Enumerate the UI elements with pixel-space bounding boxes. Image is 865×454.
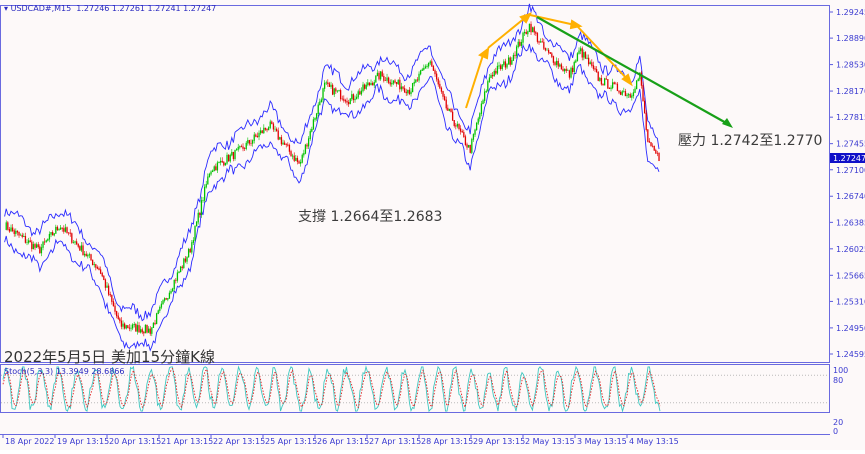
stoch-level-100: 100: [833, 366, 848, 375]
orange-trend-arrow-2[interactable]: [487, 16, 527, 49]
time-tick-label: 29 Apr 13:15: [473, 437, 525, 446]
price-tick-label: 1.26740: [836, 192, 865, 201]
price-tick-label: 1.27815: [836, 113, 865, 122]
price-tick-label: 1.27455: [836, 140, 865, 149]
stoch-level-20: 20: [833, 418, 843, 427]
price-tick-label: 1.25310: [836, 297, 865, 306]
time-tick-label: 22 Apr 13:15: [213, 437, 265, 446]
chart-caption[interactable]: 2022年5月5日 美加15分鐘K線: [4, 348, 215, 366]
resistance-annotation[interactable]: 壓力 1.2742至1.2770: [678, 133, 823, 149]
price-tick-label: 1.29245: [836, 8, 865, 17]
price-tick-label: 1.24595: [836, 350, 865, 359]
time-tick-label: 28 Apr 13:15: [421, 437, 473, 446]
lower-band-line: [4, 43, 660, 352]
time-tick-label: 26 Apr 13:15: [317, 437, 369, 446]
arrowhead-icon: [519, 12, 532, 24]
symbol-label: USDCAD#,M15: [10, 4, 72, 13]
time-tick-label: 18 Apr 2022: [5, 437, 54, 446]
price-tick-label: 1.27100: [836, 166, 865, 175]
green-resistance-trendline[interactable]: [536, 16, 729, 125]
price-tick-label: 1.28890: [836, 34, 865, 43]
time-tick-label: 3 May 13:15: [577, 437, 627, 446]
time-tick-label: 25 Apr 13:15: [265, 437, 317, 446]
support-annotation[interactable]: 支撐 1.2664至1.2683: [298, 209, 443, 225]
price-axis: 1.29245 1.28890 1.28530 1.28170 1.27815 1.274…: [830, 8, 865, 359]
symbol-header: ▾ USDCAD#,M15 1.27246 1.27261 1.27241 1.…: [4, 4, 216, 13]
time-tick-label: 21 Apr 13:15: [161, 437, 213, 446]
arrowhead-icon: [722, 118, 733, 128]
time-tick-label: 19 Apr 13:15: [57, 437, 109, 446]
price-tick-label: 1.26025: [836, 245, 865, 254]
stoch-main-line: [2, 365, 661, 413]
bands-layer: [4, 3, 660, 352]
price-tick-label: 1.26385: [836, 218, 865, 227]
price-tick-label: 1.28530: [836, 61, 865, 70]
stoch-levels: 100 80 20 0: [833, 366, 848, 436]
arrowhead-icon: [621, 73, 633, 87]
dropdown-triangle-icon[interactable]: ▾: [4, 4, 9, 13]
price-tick-label: 1.28170: [836, 87, 865, 96]
stoch-main-value: 13.3949: [55, 367, 89, 376]
price-tick-label: 1.25665: [836, 271, 865, 280]
stoch-signal-line: [2, 367, 661, 409]
stoch-label: Stoch(5,3,3): [4, 367, 54, 376]
time-tick-label: 27 Apr 13:15: [369, 437, 421, 446]
time-tick-label: 4 May 13:15: [629, 437, 679, 446]
arrowhead-icon: [478, 46, 490, 60]
price-tick-label: 1.24950: [836, 324, 865, 333]
current-price-text: 1.27247: [833, 154, 865, 163]
stoch-layer: [1, 365, 829, 413]
stoch-level-0: 0: [833, 427, 838, 436]
stoch-panel-frame: [0, 364, 830, 413]
time-tick-label: 2 May 13:15: [525, 437, 575, 446]
arrowhead-icon: [569, 19, 583, 30]
current-price-label: 1.27247: [830, 153, 865, 163]
main-chart-frame: [0, 5, 830, 363]
time-tick-label: 20 Apr 13:15: [109, 437, 161, 446]
stoch-header: Stoch(5,3,3) 13.3949 28.6866: [4, 367, 124, 376]
stoch-level-80: 80: [833, 376, 843, 385]
ohlc-values: 1.27246 1.27261 1.27241 1.27247: [76, 4, 217, 13]
orange-trend-arrow-1[interactable]: [465, 51, 485, 109]
candles-layer: [5, 21, 660, 337]
trendlines[interactable]: [465, 12, 733, 128]
time-axis: 18 Apr 2022 19 Apr 13:15 20 Apr 13:15 21 Ap…: [2, 435, 679, 446]
stoch-signal-value: 28.6866: [91, 367, 125, 376]
upper-band-line: [4, 3, 660, 322]
